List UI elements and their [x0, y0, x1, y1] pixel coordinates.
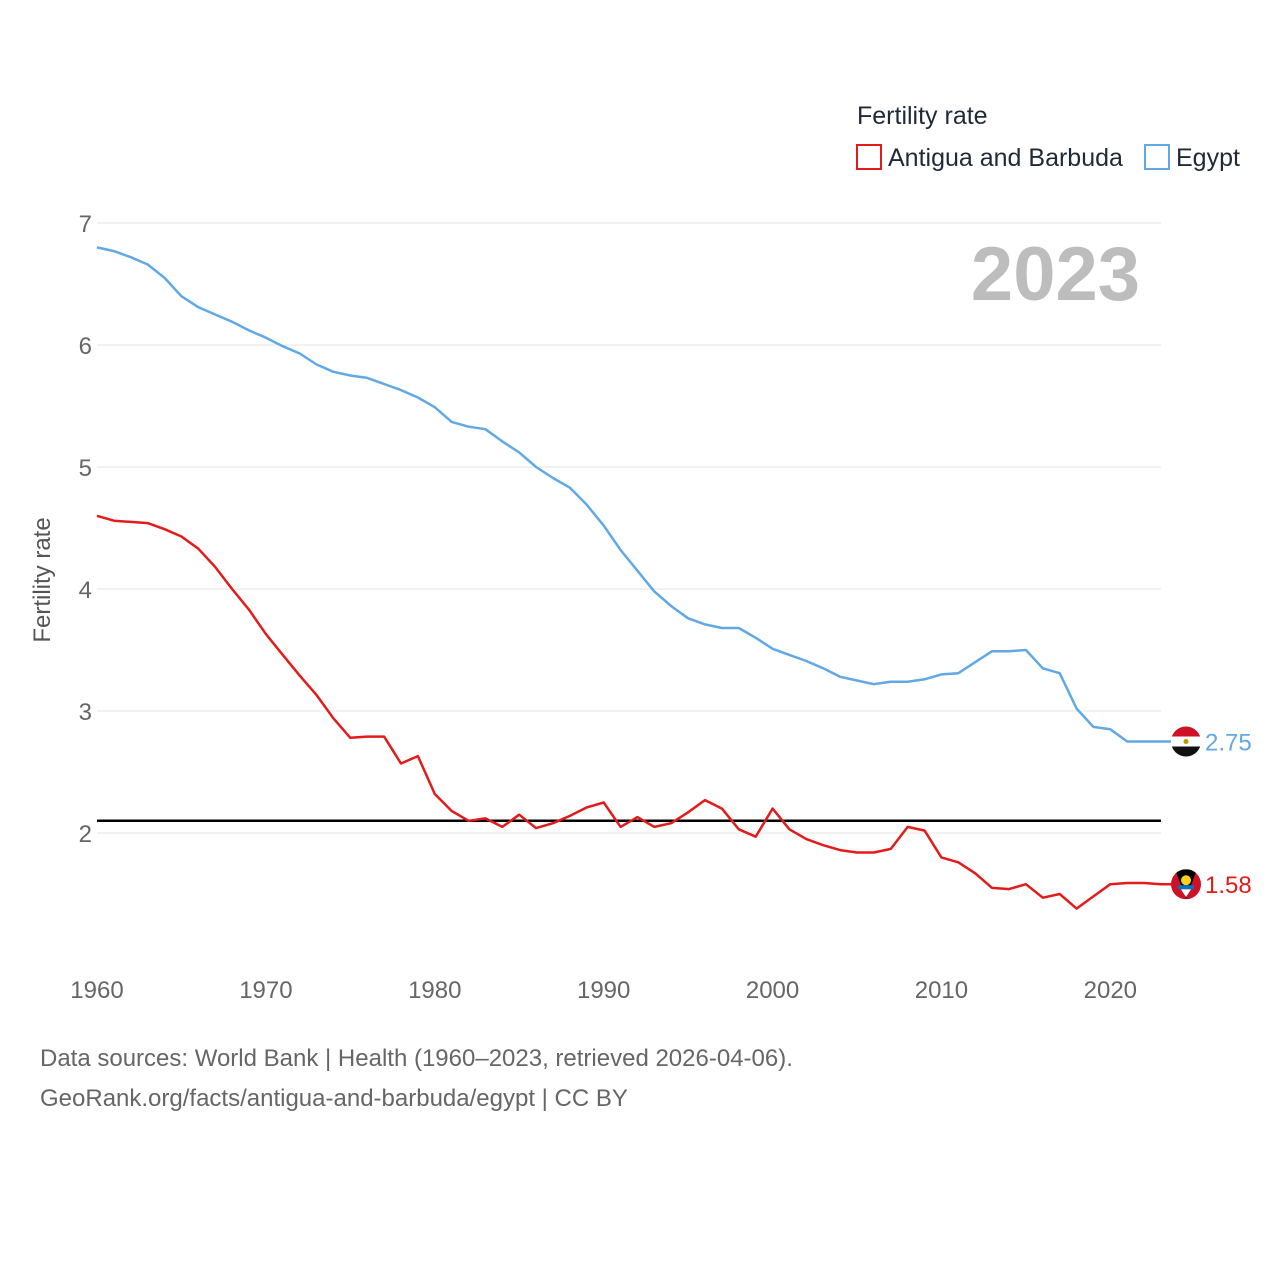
x-tick-label: 1970 [239, 977, 292, 1004]
antigua-and-barbuda-flag-icon [1171, 869, 1201, 900]
x-tick-label: 1980 [408, 977, 461, 1004]
legend: Fertility rate Antigua and Barbuda Egypt [856, 102, 1240, 172]
x-tick-label: 1990 [577, 977, 630, 1004]
x-tick-label: 2000 [746, 977, 799, 1004]
y-axis-ticks: 2 3 4 5 6 7 [79, 211, 92, 848]
gridlines [97, 222, 1161, 834]
series-layer [96, 246, 1186, 910]
x-tick-label: 2020 [1084, 977, 1137, 1004]
end-markers: 1.58 2.75 [1171, 726, 1252, 900]
legend-label-egypt: Egypt [1176, 144, 1240, 172]
x-axis-ticks: 1960 1970 1980 1990 2000 2010 2020 [70, 977, 1137, 1004]
footer-link: GeoRank.org/facts/antigua-and-barbuda/eg… [40, 1085, 628, 1112]
end-value-label: 1.58 [1205, 872, 1252, 899]
footer-sources: Data sources: World Bank | Health (1960–… [40, 1045, 793, 1072]
y-tick-label: 4 [79, 577, 92, 604]
y-axis-label: Fertility rate [29, 517, 56, 642]
y-tick-label: 5 [79, 455, 92, 482]
egypt-flag-icon [1171, 726, 1201, 757]
y-tick-label: 7 [79, 211, 92, 238]
x-tick-label: 2010 [915, 977, 968, 1004]
legend-swatch-egypt [1144, 144, 1170, 170]
legend-label-antigua: Antigua and Barbuda [888, 144, 1123, 172]
series-line-antigua [96, 514, 1162, 910]
y-tick-label: 6 [79, 333, 92, 360]
year-label: 2023 [971, 232, 1140, 317]
x-tick-label: 1960 [70, 977, 123, 1004]
series-line-egypt [96, 246, 1161, 743]
y-tick-label: 3 [79, 699, 92, 726]
end-value-label: 2.75 [1205, 730, 1252, 757]
legend-title: Fertility rate [857, 102, 988, 130]
legend-swatch-antigua [856, 144, 882, 170]
y-tick-label: 2 [79, 821, 92, 848]
